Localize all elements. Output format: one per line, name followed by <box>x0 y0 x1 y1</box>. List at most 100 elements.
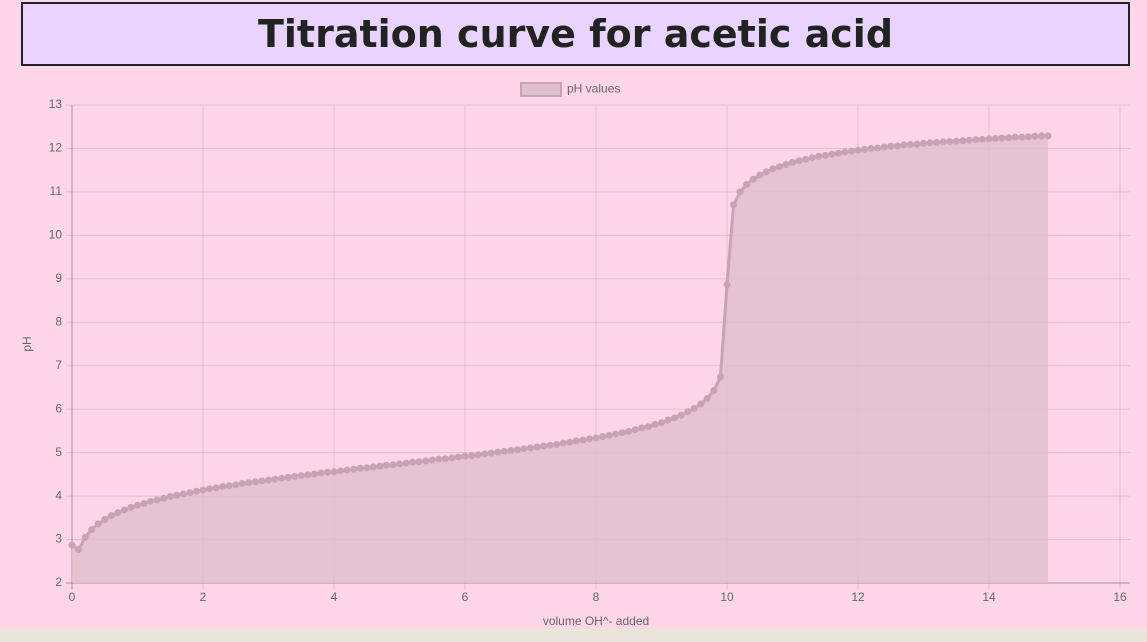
point <box>815 152 823 160</box>
point <box>985 135 993 143</box>
point <box>1005 134 1013 142</box>
point <box>153 496 161 504</box>
point <box>834 149 842 157</box>
point <box>867 144 875 152</box>
point <box>762 168 770 176</box>
point <box>736 188 744 196</box>
point <box>258 477 266 485</box>
point <box>651 420 659 428</box>
point <box>212 484 220 492</box>
point <box>900 141 908 149</box>
point <box>94 520 102 528</box>
point <box>926 139 934 147</box>
point <box>468 452 476 460</box>
x-tick-label: 12 <box>851 590 865 604</box>
point <box>68 541 76 549</box>
point <box>828 150 836 158</box>
point <box>959 137 967 145</box>
point <box>730 201 738 209</box>
point <box>874 144 882 152</box>
point <box>546 441 554 449</box>
point <box>540 442 548 450</box>
point <box>101 516 109 524</box>
point <box>965 136 973 144</box>
point <box>513 446 521 454</box>
y-tick-label: 3 <box>55 532 62 546</box>
point <box>527 444 534 452</box>
point <box>369 463 377 471</box>
point <box>906 141 914 149</box>
point <box>435 455 443 463</box>
point <box>592 434 600 442</box>
point <box>140 499 148 507</box>
title-box: Titration curve for acetic acid <box>21 2 1130 66</box>
point <box>317 469 325 477</box>
point <box>749 175 757 183</box>
point <box>232 481 240 489</box>
point <box>500 447 508 455</box>
point <box>114 509 122 517</box>
y-axis-label: pH <box>20 336 34 351</box>
point <box>1018 133 1026 141</box>
point <box>1024 133 1032 141</box>
point <box>428 456 436 464</box>
point <box>415 458 423 466</box>
point <box>127 503 135 511</box>
point <box>677 411 685 419</box>
point <box>75 546 83 554</box>
point <box>841 148 849 156</box>
point <box>278 474 286 482</box>
point <box>775 163 783 171</box>
point <box>409 458 417 466</box>
point <box>265 476 272 484</box>
point <box>271 475 279 483</box>
point <box>612 430 620 438</box>
point <box>356 464 364 472</box>
point <box>920 139 927 147</box>
point <box>697 400 705 408</box>
point <box>481 450 489 458</box>
point <box>173 491 181 499</box>
point <box>304 471 312 479</box>
y-tick-label: 10 <box>49 228 63 242</box>
point <box>658 419 665 427</box>
point <box>219 483 227 491</box>
point <box>893 142 901 150</box>
chart-title: Titration curve for acetic acid <box>257 12 894 56</box>
point <box>1044 132 1052 140</box>
x-axis-label: volume OH^- added <box>543 614 649 628</box>
point <box>310 470 318 478</box>
point <box>389 461 397 469</box>
taskbar <box>0 629 1147 642</box>
point <box>225 482 233 490</box>
point <box>789 158 796 166</box>
x-tick-label: 14 <box>982 590 996 604</box>
point <box>946 138 954 146</box>
point <box>1037 132 1045 140</box>
point <box>572 437 580 445</box>
point <box>206 485 214 493</box>
point <box>638 424 646 432</box>
point <box>684 408 692 416</box>
point <box>422 457 430 465</box>
point <box>160 494 168 502</box>
point <box>337 467 345 475</box>
point <box>1011 133 1019 141</box>
point <box>972 136 980 144</box>
point <box>585 435 593 443</box>
point <box>396 460 403 468</box>
y-tick-label: 5 <box>55 445 62 459</box>
point <box>179 490 187 498</box>
point <box>795 157 803 165</box>
point <box>992 134 1000 142</box>
point <box>716 373 724 381</box>
point <box>376 462 384 470</box>
point <box>507 446 515 454</box>
point <box>88 526 96 534</box>
point <box>461 452 469 460</box>
point <box>854 146 862 154</box>
y-tick-label: 11 <box>50 184 63 198</box>
point <box>690 404 698 412</box>
